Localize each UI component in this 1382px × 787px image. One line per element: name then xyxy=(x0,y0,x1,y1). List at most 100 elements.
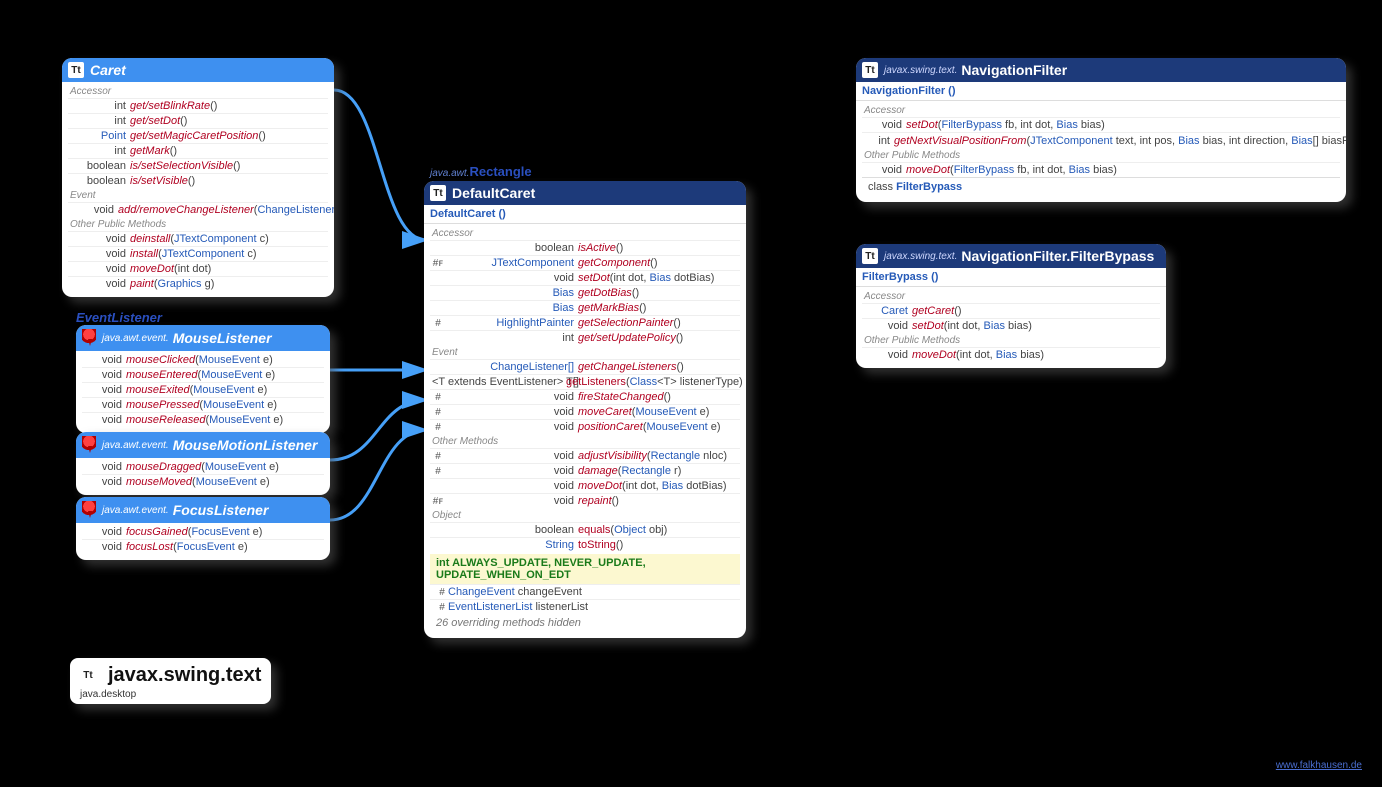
method-row[interactable]: intget/setUpdatePolicy () xyxy=(430,330,740,345)
return-type: void xyxy=(82,248,130,260)
method-row[interactable]: voidmoveDot (int dot, Bias dotBias) xyxy=(430,478,740,493)
method-row[interactable]: intget/setBlinkRate () xyxy=(68,98,328,113)
method-row[interactable]: voidmousePressed (MouseEvent e) xyxy=(82,397,324,412)
method-row[interactable]: voidmouseClicked (MouseEvent e) xyxy=(82,353,324,367)
method-row[interactable]: #voidpositionCaret (MouseEvent e) xyxy=(430,419,740,434)
fb-header[interactable]: Tt javax.swing.text. NavigationFilter.Fi… xyxy=(856,244,1166,268)
dc-body: AccessorbooleanisActive ()#ꜰJTextCompone… xyxy=(424,224,746,638)
return-type: void xyxy=(876,320,912,332)
args: () xyxy=(673,317,680,329)
method-row[interactable]: StringtoString () xyxy=(430,537,740,552)
return-type: void xyxy=(444,391,578,403)
package-title: javax.swing.text xyxy=(108,664,261,687)
method-row[interactable]: #HighlightPaintergetSelectionPainter () xyxy=(430,315,740,330)
method-row[interactable]: intget/setDot () xyxy=(68,113,328,128)
package-badge[interactable]: Tt javax.swing.text java.desktop xyxy=(70,658,271,704)
caret-header[interactable]: Tt Caret xyxy=(62,58,334,82)
return-type: void xyxy=(82,233,130,245)
method-name: mouseMoved xyxy=(126,476,192,488)
args: () xyxy=(210,100,217,112)
method-row[interactable]: voidpaint (Graphics g) xyxy=(68,276,328,291)
method-row[interactable]: voidmoveDot (int dot, Bias bias) xyxy=(862,347,1160,362)
method-row[interactable]: #voidfireStateChanged () xyxy=(430,389,740,404)
method-row[interactable]: voidmouseEntered (MouseEvent e) xyxy=(82,367,324,382)
method-row[interactable]: voidsetDot (int dot, Bias dotBias) xyxy=(430,270,740,285)
method-name: setDot xyxy=(912,320,944,332)
args: (FilterBypass fb, int dot, Bias bias) xyxy=(950,164,1117,176)
method-name: getComponent xyxy=(578,257,650,269)
method-row[interactable]: voidinstall (JTextComponent c) xyxy=(68,246,328,261)
defaultcaret-box: Tt DefaultCaret DefaultCaret () Accessor… xyxy=(424,181,746,638)
method-name: positionCaret xyxy=(578,421,643,433)
nf-header[interactable]: Tt javax.swing.text. NavigationFilter xyxy=(856,58,1346,82)
mml-header[interactable]: java.awt.event. MouseMotionListener xyxy=(76,432,330,458)
method-row[interactable]: booleanis/setSelectionVisible () xyxy=(68,158,328,173)
method-name: getDotBias xyxy=(578,287,632,299)
args: (int dot) xyxy=(174,263,211,275)
method-row[interactable]: booleanequals (Object obj) xyxy=(430,522,740,537)
return-type: Bias xyxy=(444,302,578,314)
args: () xyxy=(180,115,187,127)
nf-constructor[interactable]: NavigationFilter () xyxy=(856,82,1346,101)
method-name: fireStateChanged xyxy=(578,391,664,403)
method-row[interactable]: <T extends EventListener> T[]getListener… xyxy=(430,374,740,389)
super-name: Rectangle xyxy=(469,164,531,179)
inner-class-row[interactable]: class FilterBypass xyxy=(862,177,1340,196)
method-row[interactable]: voidmoveDot (int dot) xyxy=(68,261,328,276)
footer-link[interactable]: www.falkhausen.de xyxy=(1276,760,1362,771)
method-row[interactable]: intgetMark () xyxy=(68,143,328,158)
return-type: boolean xyxy=(444,524,578,536)
method-row[interactable]: voiddeinstall (JTextComponent c) xyxy=(68,231,328,246)
method-row[interactable]: #voidmoveCaret (MouseEvent e) xyxy=(430,404,740,419)
modifier: #ꜰ xyxy=(432,258,444,269)
method-row[interactable]: voidmouseMoved (MouseEvent e) xyxy=(82,474,324,489)
method-row[interactable]: #ꜰvoidrepaint () xyxy=(430,493,740,508)
args: () xyxy=(676,332,683,344)
mouselistener-header[interactable]: java.awt.event. MouseListener xyxy=(76,325,330,351)
method-row[interactable]: #ꜰJTextComponentgetComponent () xyxy=(430,255,740,270)
dc-header[interactable]: Tt DefaultCaret xyxy=(424,181,746,205)
rectangle-super-label: java.awt.Rectangle xyxy=(430,164,532,179)
args: (int dot, Bias dotBias) xyxy=(622,480,727,492)
method-row[interactable]: #voiddamage (Rectangle r) xyxy=(430,463,740,478)
args: (Rectangle r) xyxy=(618,465,682,477)
method-row[interactable]: CaretgetCaret () xyxy=(862,303,1160,318)
args: (JTextComponent c) xyxy=(158,248,256,260)
method-row[interactable]: Pointget/setMagicCaretPosition () xyxy=(68,128,328,143)
method-row[interactable]: ChangeListener[]getChangeListeners () xyxy=(430,359,740,374)
type-icon: Tt xyxy=(80,668,96,684)
method-row[interactable]: BiasgetDotBias () xyxy=(430,285,740,300)
method-row[interactable]: booleanis/setVisible () xyxy=(68,173,328,188)
method-row[interactable]: voidfocusLost (FocusEvent e) xyxy=(82,539,324,554)
method-row[interactable]: voidfocusGained (FocusEvent e) xyxy=(82,525,324,539)
return-type: void xyxy=(444,406,578,418)
return-type: int xyxy=(82,115,130,127)
return-type: void xyxy=(82,263,130,275)
method-row[interactable]: voidmoveDot (FilterBypass fb, int dot, B… xyxy=(862,162,1340,177)
args: () xyxy=(650,257,657,269)
method-row[interactable]: voidmouseDragged (MouseEvent e) xyxy=(82,460,324,474)
method-row[interactable]: voidadd/removeChangeListener (ChangeList… xyxy=(68,202,328,217)
method-row[interactable]: voidmouseReleased (MouseEvent e) xyxy=(82,412,324,427)
method-row[interactable]: voidmouseExited (MouseEvent e) xyxy=(82,382,324,397)
method-row[interactable]: booleanisActive () xyxy=(430,240,740,255)
method-name: get/setBlinkRate xyxy=(130,100,210,112)
method-row[interactable]: intgetNextVisualPositionFrom (JTextCompo… xyxy=(862,132,1340,148)
return-type: void xyxy=(444,465,578,477)
dc-constructor[interactable]: DefaultCaret () xyxy=(424,205,746,224)
class-name: FocusListener xyxy=(173,502,269,518)
method-row[interactable]: voidsetDot (FilterBypass fb, int dot, Bi… xyxy=(862,117,1340,132)
method-name: mousePressed xyxy=(126,399,199,411)
section-label: Other Public Methods xyxy=(862,148,1340,162)
method-row[interactable]: BiasgetMarkBias () xyxy=(430,300,740,315)
args: () xyxy=(632,287,639,299)
method-name: moveDot xyxy=(906,164,950,176)
method-row[interactable]: voidsetDot (int dot, Bias bias) xyxy=(862,318,1160,333)
eventlistener-label: EventListener xyxy=(76,310,162,325)
method-row[interactable]: #voidadjustVisibility (Rectangle nloc) xyxy=(430,448,740,463)
return-type: void xyxy=(876,119,906,131)
section-label: Other Public Methods xyxy=(68,217,328,231)
fb-constructor[interactable]: FilterBypass () xyxy=(856,268,1166,287)
section-label: Event xyxy=(68,188,328,202)
fl-header[interactable]: java.awt.event. FocusListener xyxy=(76,497,330,523)
